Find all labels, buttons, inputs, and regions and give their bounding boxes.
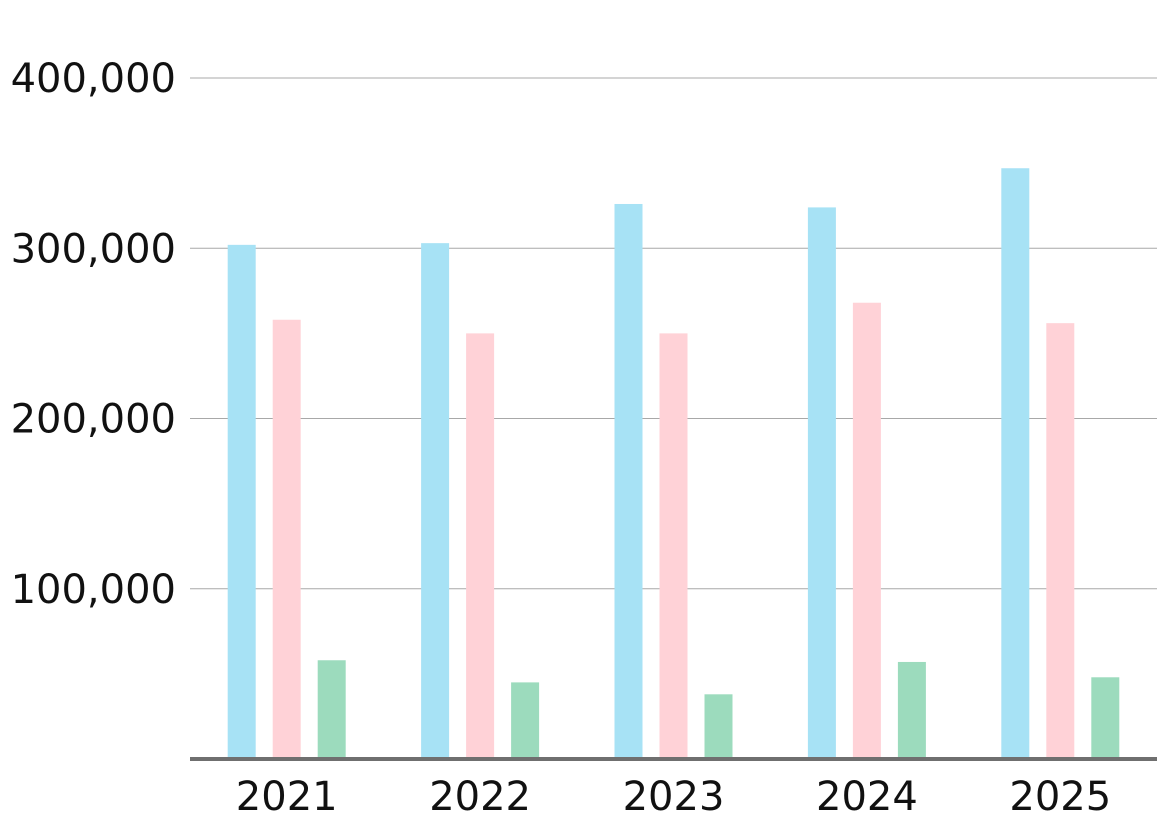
bar-2023-series-3 bbox=[704, 694, 733, 759]
x-tick-label: 2025 bbox=[1009, 774, 1111, 813]
x-tick-label: 2022 bbox=[429, 774, 531, 813]
bar-2025-series-1 bbox=[1001, 168, 1030, 760]
bar-2025-series-3 bbox=[1091, 677, 1120, 759]
bar-2024-series-3 bbox=[897, 661, 926, 759]
y-tick-label: 300,000 bbox=[11, 226, 176, 272]
bars bbox=[227, 168, 1120, 760]
x-tick-label: 2024 bbox=[816, 774, 918, 813]
x-tick-label: 2023 bbox=[623, 774, 725, 813]
bar-2022-series-1 bbox=[421, 243, 450, 759]
bar-2023-series-2 bbox=[659, 333, 688, 759]
bar-2021-series-3 bbox=[317, 660, 346, 759]
bar-2022-series-2 bbox=[466, 333, 495, 759]
y-tick-label: 200,000 bbox=[11, 397, 176, 443]
x-axis-tick-labels: 2021 2022 2023 2024 2025 bbox=[236, 774, 1111, 813]
y-tick-label: 100,000 bbox=[11, 567, 176, 613]
bar-2024-series-1 bbox=[807, 207, 836, 759]
bar-2021-series-2 bbox=[272, 319, 301, 759]
bar-2025-series-2 bbox=[1046, 323, 1075, 759]
bar-2022-series-3 bbox=[511, 682, 540, 759]
x-tick-label: 2021 bbox=[236, 774, 338, 813]
y-tick-label: 400,000 bbox=[11, 56, 176, 102]
bar-2021-series-1 bbox=[227, 244, 256, 760]
y-axis-tick-labels: 100,000 200,000 300,000 400,000 bbox=[11, 56, 176, 613]
bar-2024-series-2 bbox=[852, 302, 881, 759]
bar-2023-series-1 bbox=[614, 203, 643, 760]
